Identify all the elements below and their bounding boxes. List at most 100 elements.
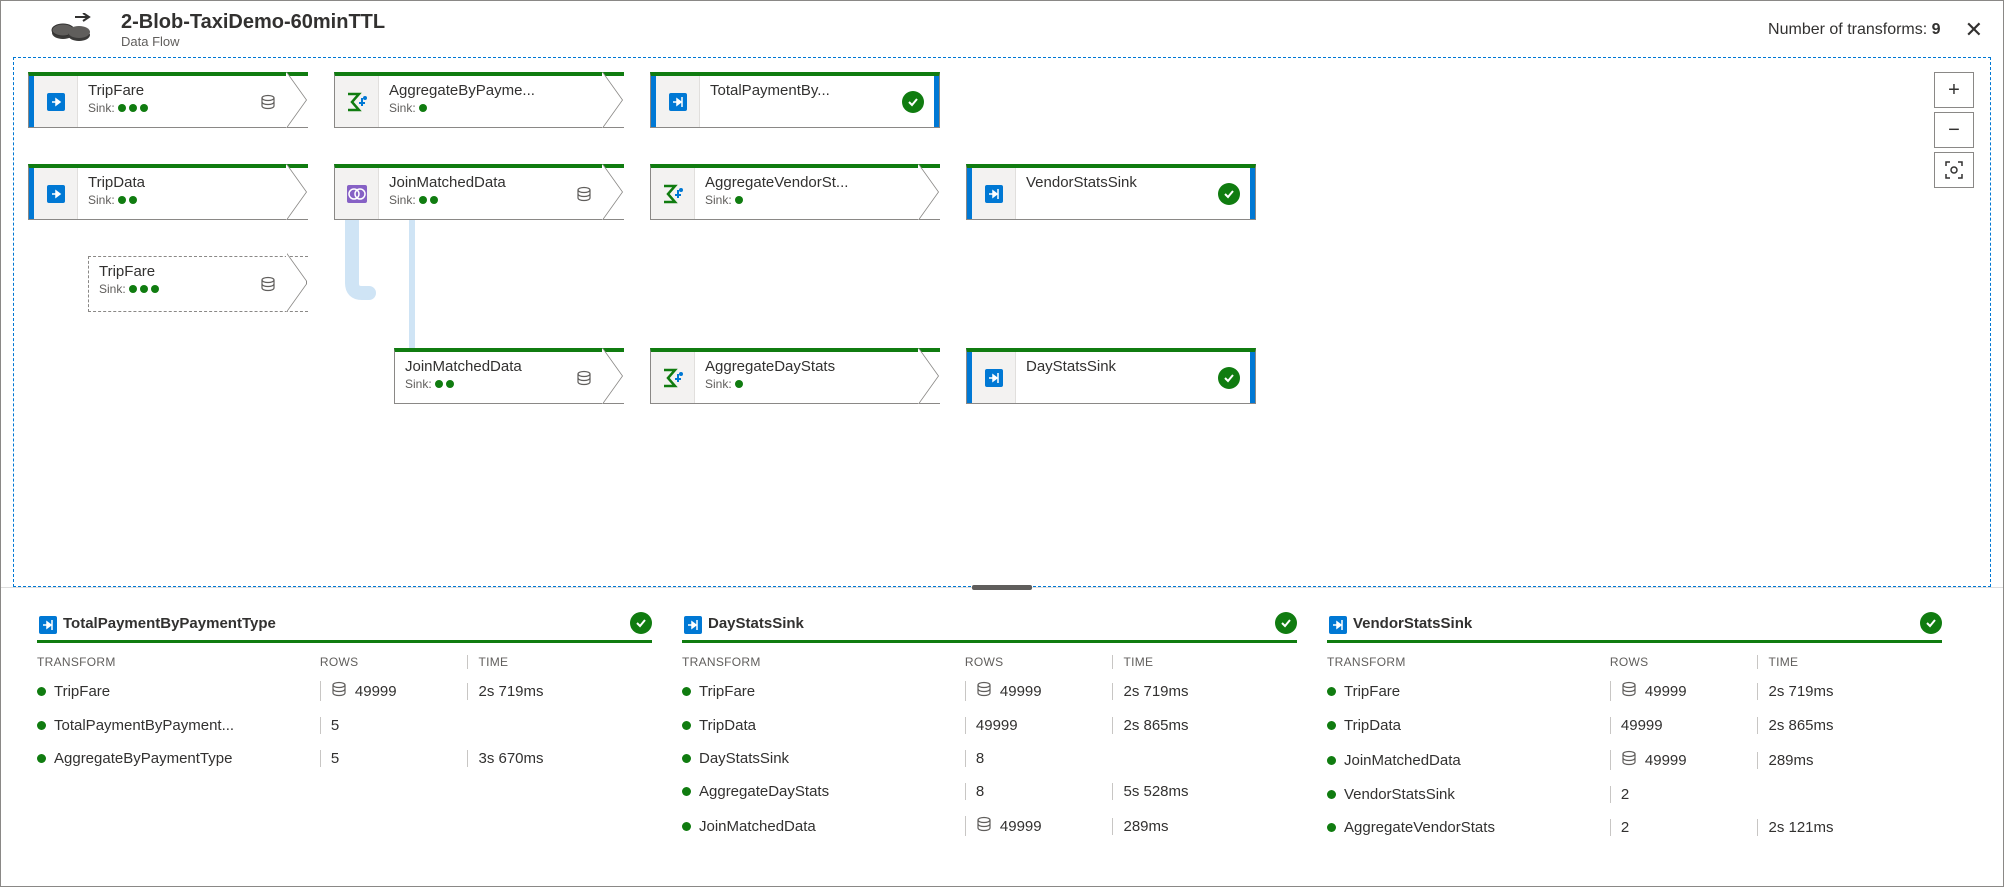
table-row: TotalPaymentByPayment...5	[37, 709, 652, 742]
node-totpay[interactable]: TotalPaymentBy...	[650, 72, 940, 128]
result-panels: TotalPaymentByPaymentTypeTRANSFORMROWSTI…	[1, 596, 2003, 860]
node-body: JoinMatchedDataSink:	[379, 168, 572, 219]
status-dot-icon	[37, 754, 46, 763]
zoom-controls: + −	[1934, 72, 1974, 188]
time-value: 2s 121ms	[1757, 819, 1942, 836]
status-dot-icon	[682, 687, 691, 696]
node-output-arrow	[286, 257, 308, 311]
status-dot-icon	[682, 721, 691, 730]
node-extras	[1214, 168, 1250, 219]
node-accent-bar-right	[1250, 352, 1255, 403]
transform-name: VendorStatsSink	[1344, 786, 1455, 803]
row-count: 49999	[1645, 683, 1687, 700]
row-count: 49999	[1621, 717, 1663, 734]
database-icon	[976, 816, 992, 836]
database-icon	[1621, 681, 1637, 701]
panel-header: DayStatsSink	[682, 612, 1297, 643]
node-aggpay[interactable]: AggregateByPayme...Sink:	[334, 72, 624, 128]
transform-name: AggregateByPaymentType	[54, 750, 232, 767]
node-tripfare1[interactable]: TripFareSink:	[28, 72, 308, 128]
node-title: VendorStatsSink	[1026, 174, 1204, 191]
status-dot-icon	[1327, 823, 1336, 832]
node-daysink[interactable]: DayStatsSink	[966, 348, 1256, 404]
dataflow-canvas[interactable]: TripFareSink:AggregateByPayme...Sink:Tot…	[13, 57, 1991, 587]
panel-title: DayStatsSink	[708, 615, 804, 632]
node-tripfare2[interactable]: TripFare Sink:	[88, 256, 308, 312]
header-text: 2-Blob-TaxiDemo-60minTTL Data Flow	[121, 11, 385, 49]
zoom-fit-button[interactable]	[1934, 152, 1974, 188]
node-accent-bar-right	[934, 76, 939, 127]
node-sink-row: Sink:	[88, 101, 246, 115]
node-body: AggregateDayStatsSink:	[695, 352, 904, 403]
table-row: TripFare499992s 719ms	[1327, 673, 1942, 709]
node-sink-row: Sink:	[389, 193, 562, 207]
node-title: AggregateDayStats	[705, 358, 894, 375]
time-value: 2s 719ms	[467, 683, 652, 700]
node-join2[interactable]: JoinMatchedDataSink:	[394, 348, 624, 404]
table-row: TripData499992s 865ms	[682, 709, 1297, 742]
table-header: TRANSFORMROWSTIME	[682, 651, 1297, 673]
node-title: TripFare	[99, 263, 246, 280]
transform-name: TripFare	[54, 683, 110, 700]
node-title: JoinMatchedData	[405, 358, 562, 375]
panel-title: VendorStatsSink	[1353, 615, 1472, 632]
node-join1[interactable]: JoinMatchedDataSink:	[334, 164, 624, 220]
time-value: 3s 670ms	[467, 750, 652, 767]
node-extras	[256, 257, 286, 311]
node-body: TripDataSink:	[78, 168, 272, 219]
database-icon	[576, 186, 592, 202]
node-aggvend[interactable]: AggregateVendorSt...Sink:	[650, 164, 940, 220]
node-body: JoinMatchedDataSink:	[395, 352, 572, 403]
node-extras	[572, 168, 602, 219]
page-title: 2-Blob-TaxiDemo-60minTTL	[121, 11, 385, 34]
node-sink-row: Sink:	[705, 193, 894, 207]
node-extras	[272, 168, 286, 219]
dataflow-icon	[51, 13, 95, 46]
zoom-out-button[interactable]: −	[1934, 112, 1974, 148]
close-button[interactable]: ✕	[1961, 17, 1987, 43]
node-output-arrow	[286, 168, 308, 219]
table-row: JoinMatchedData49999289ms	[682, 808, 1297, 844]
status-dot-icon	[682, 787, 691, 796]
node-extras	[1214, 352, 1250, 403]
time-value: 2s 865ms	[1112, 717, 1297, 734]
zoom-in-button[interactable]: +	[1934, 72, 1974, 108]
node-body: TripFareSink:	[78, 76, 256, 127]
results-section: TotalPaymentByPaymentTypeTRANSFORMROWSTI…	[1, 587, 2003, 860]
transform-name: JoinMatchedData	[1344, 752, 1461, 769]
node-title: AggregateByPayme...	[389, 82, 578, 99]
database-icon	[976, 681, 992, 701]
result-panel-0: TotalPaymentByPaymentTypeTRANSFORMROWSTI…	[37, 612, 652, 844]
node-tripdata[interactable]: TripDataSink:	[28, 164, 308, 220]
table-row: TripData499992s 865ms	[1327, 709, 1942, 742]
row-count: 2	[1621, 819, 1629, 836]
node-body: AggregateVendorSt...Sink:	[695, 168, 904, 219]
result-panel-2: VendorStatsSinkTRANSFORMROWSTIMETripFare…	[1327, 612, 1942, 844]
node-output-arrow	[602, 76, 624, 127]
node-extras	[898, 76, 934, 127]
transform-name: AggregateVendorStats	[1344, 819, 1495, 836]
transform-name: TripFare	[1344, 683, 1400, 700]
node-body: DayStatsSink	[1016, 352, 1214, 403]
row-count: 2	[1621, 786, 1629, 803]
database-icon	[576, 370, 592, 386]
node-sink-row: Sink:	[99, 282, 246, 296]
time-value: 289ms	[1112, 818, 1297, 835]
node-output-arrow	[918, 168, 940, 219]
node-body: TotalPaymentBy...	[700, 76, 898, 127]
node-aggday[interactable]: AggregateDayStatsSink:	[650, 348, 940, 404]
node-extras	[256, 76, 286, 127]
source-icon	[34, 76, 78, 127]
node-vendsink[interactable]: VendorStatsSink	[966, 164, 1256, 220]
sink-icon	[972, 168, 1016, 219]
time-value: 5s 528ms	[1112, 783, 1297, 800]
resize-handle[interactable]	[972, 585, 1032, 590]
table-row: TripFare499992s 719ms	[37, 673, 652, 709]
time-value: 2s 719ms	[1112, 683, 1297, 700]
node-title: TotalPaymentBy...	[710, 82, 888, 99]
status-dot-icon	[682, 822, 691, 831]
row-count: 49999	[1000, 818, 1042, 835]
status-dot-icon	[682, 754, 691, 763]
table-row: VendorStatsSink 2	[1327, 778, 1942, 811]
sigma-icon	[651, 352, 695, 403]
